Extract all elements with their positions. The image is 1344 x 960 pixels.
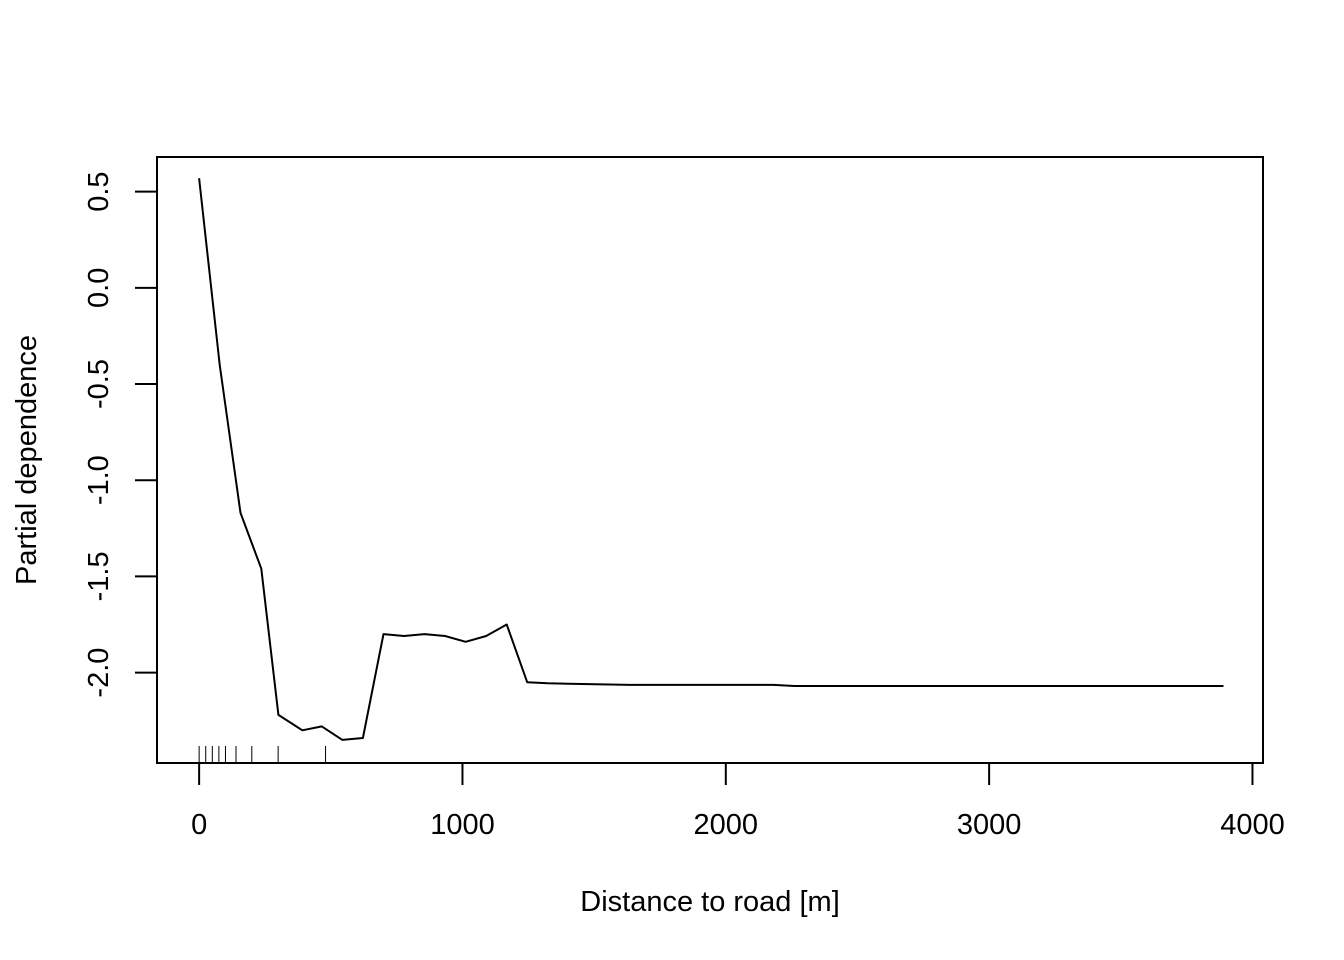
y-axis-label: Partial dependence <box>11 335 43 585</box>
x-axis-label: Distance to road [m] <box>580 886 840 918</box>
x-tick-label: 4000 <box>1220 809 1285 841</box>
y-tick-label: 0.5 <box>83 171 115 211</box>
y-tick-label: -1.5 <box>83 551 115 601</box>
y-tick-label: -2.0 <box>83 648 115 698</box>
x-tick-label: 1000 <box>430 809 495 841</box>
y-tick-label: -0.5 <box>83 359 115 409</box>
rug-marks <box>198 746 327 763</box>
x-tick-label: 3000 <box>957 809 1022 841</box>
series-group <box>198 178 1224 741</box>
series-line <box>198 178 1224 741</box>
x-tick-label: 0 <box>191 809 207 841</box>
y-tick-label: 0.0 <box>83 268 115 308</box>
y-tick-label: -1.0 <box>83 455 115 505</box>
y-axis: 0.5 0.0 -0.5 -1.0 -1.5 -2.0 <box>83 171 158 698</box>
x-tick-label: 2000 <box>694 809 759 841</box>
plot-frame <box>156 156 1264 764</box>
x-axis: 0 1000 2000 3000 4000 <box>191 762 1285 841</box>
